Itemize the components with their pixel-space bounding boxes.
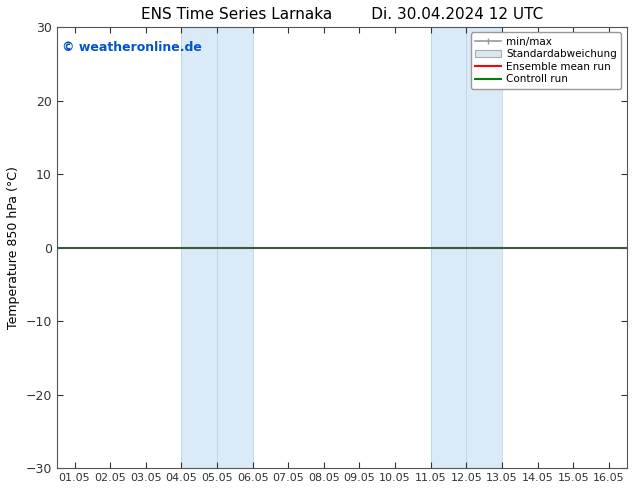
Bar <box>467 27 502 468</box>
Y-axis label: Temperature 850 hPa (°C): Temperature 850 hPa (°C) <box>7 166 20 329</box>
Bar <box>430 27 467 468</box>
Bar <box>217 27 252 468</box>
Title: ENS Time Series Larnaka        Di. 30.04.2024 12 UTC: ENS Time Series Larnaka Di. 30.04.2024 1… <box>141 7 543 22</box>
Text: © weatheronline.de: © weatheronline.de <box>62 41 202 53</box>
Bar <box>181 27 217 468</box>
Legend: min/max, Standardabweichung, Ensemble mean run, Controll run: min/max, Standardabweichung, Ensemble me… <box>471 32 621 89</box>
